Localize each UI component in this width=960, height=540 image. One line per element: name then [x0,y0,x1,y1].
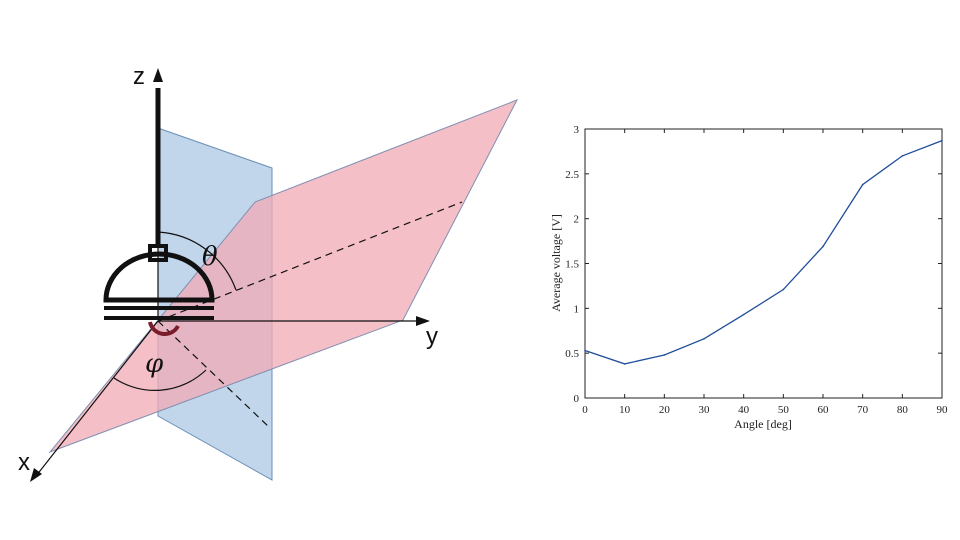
x-tick-label: 0 [582,404,588,416]
x-tick-label: 30 [699,404,711,416]
y-tick-label: 0 [574,393,580,405]
x-tick-label: 90 [937,404,949,416]
x-axis-arrowhead [30,468,42,482]
phi-arc [113,369,207,391]
phi-label: φ [145,349,164,379]
voltage-data-point [782,288,785,291]
voltage-data-point [703,338,705,340]
y-tick-group: 0 0.5 1 1.5 2 2.5 3 [565,124,942,405]
x-tick-label: 40 [738,404,750,416]
y-axis-arrowhead [416,316,430,326]
x-axis-label: x [18,449,30,476]
light-sensor-device [103,244,215,337]
tilted-plane [48,99,519,454]
voltage-data-point [742,313,745,316]
y-tick-label: 1.5 [565,259,579,271]
voltage-angle-chart: 0 10 20 30 40 50 60 70 80 90 0 0.5 1 1.5 2 2.5 3 Angle … [549,124,948,431]
projection-dashed-line [157,320,271,429]
x-tick-group: 0 10 20 30 40 50 60 70 80 90 [582,129,948,416]
voltage-series-line [584,140,943,365]
y-tick-label: 3 [574,124,580,136]
z-axis-label: z [133,63,145,90]
x-tick-label: 50 [778,404,790,416]
plot-area-frame [584,128,943,399]
y-tick-label: 2 [574,214,580,226]
theta-label: θ [202,242,218,272]
sensor-lower-arc [148,321,180,337]
voltage-data-point [941,139,943,142]
voltage-data-point [663,354,666,356]
voltage-data-point [901,155,904,157]
y-axis-label: y [426,323,438,350]
x-tick-label: 70 [857,404,869,416]
z-axis-arrowhead [153,68,163,82]
x-tick-label: 10 [619,404,631,416]
x-axis-title: Angle [deg] [734,417,792,431]
theta-arc [157,231,237,291]
sensor-dome [103,251,215,303]
y-tick-label: 2.5 [565,169,579,181]
orientation-diagram: z y x θ φ [18,63,519,482]
x-tick-label: 80 [897,404,909,416]
voltage-data-point [623,363,626,365]
x-axis-line [35,320,159,477]
y-axis-title: Average voltage [V] [549,214,563,312]
voltage-data-point [584,349,586,352]
voltage-data-point [861,183,864,186]
voltage-data-point [822,245,824,248]
x-tick-label: 60 [818,404,830,416]
y-tick-label: 1 [574,303,580,315]
x-tick-label: 20 [659,404,671,416]
series-group [584,139,943,365]
y-tick-label: 0.5 [565,348,579,360]
